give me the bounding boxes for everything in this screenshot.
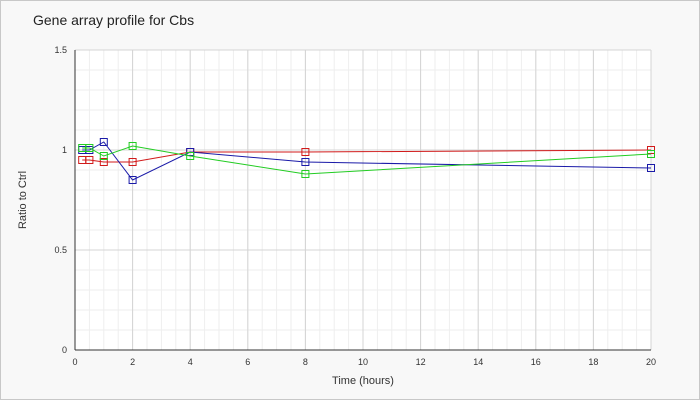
minor-grid bbox=[74, 49, 652, 351]
x-tick-label: 8 bbox=[303, 357, 308, 367]
y-tick-label: 0 bbox=[62, 345, 67, 355]
data-point bbox=[128, 176, 137, 184]
y-tick-label: 1.5 bbox=[54, 45, 67, 55]
data-point bbox=[85, 144, 94, 152]
data-point bbox=[301, 158, 310, 166]
data-point bbox=[85, 156, 94, 164]
x-tick-label: 6 bbox=[245, 357, 250, 367]
series-line bbox=[82, 145, 652, 175]
series-line bbox=[82, 149, 652, 163]
series-3 bbox=[78, 142, 655, 178]
x-tick-label: 10 bbox=[358, 357, 368, 367]
series-layer bbox=[78, 138, 655, 184]
x-tick-label: 4 bbox=[188, 357, 193, 367]
data-point bbox=[99, 138, 108, 146]
y-axis-label: Ratio to Ctrl bbox=[17, 171, 29, 229]
data-point bbox=[647, 164, 655, 172]
data-point bbox=[128, 158, 137, 166]
data-point bbox=[647, 150, 655, 158]
chart-title: Gene array profile for Cbs bbox=[33, 12, 194, 28]
data-point bbox=[99, 158, 108, 166]
data-point bbox=[186, 152, 195, 160]
data-point bbox=[99, 152, 108, 160]
y-tick-label: 0.5 bbox=[54, 245, 67, 255]
x-tick-label: 14 bbox=[473, 357, 483, 367]
data-point bbox=[301, 170, 310, 178]
x-tick-label: 2 bbox=[130, 357, 135, 367]
series-line bbox=[82, 141, 652, 181]
x-tick-label: 0 bbox=[72, 357, 77, 367]
y-tick-labels: 0 0.5 1 1.5 bbox=[54, 45, 67, 355]
x-tick-labels: 0 2 4 6 8 10 12 14 16 18 20 bbox=[72, 357, 656, 367]
x-tick-label: 20 bbox=[646, 357, 656, 367]
data-point bbox=[301, 148, 310, 156]
x-tick-label: 16 bbox=[531, 357, 541, 367]
data-point bbox=[128, 142, 137, 150]
x-tick-label: 18 bbox=[588, 357, 598, 367]
x-axis-label: Time (hours) bbox=[332, 375, 394, 387]
y-tick-label: 1 bbox=[62, 145, 67, 155]
x-tick-label: 12 bbox=[416, 357, 426, 367]
